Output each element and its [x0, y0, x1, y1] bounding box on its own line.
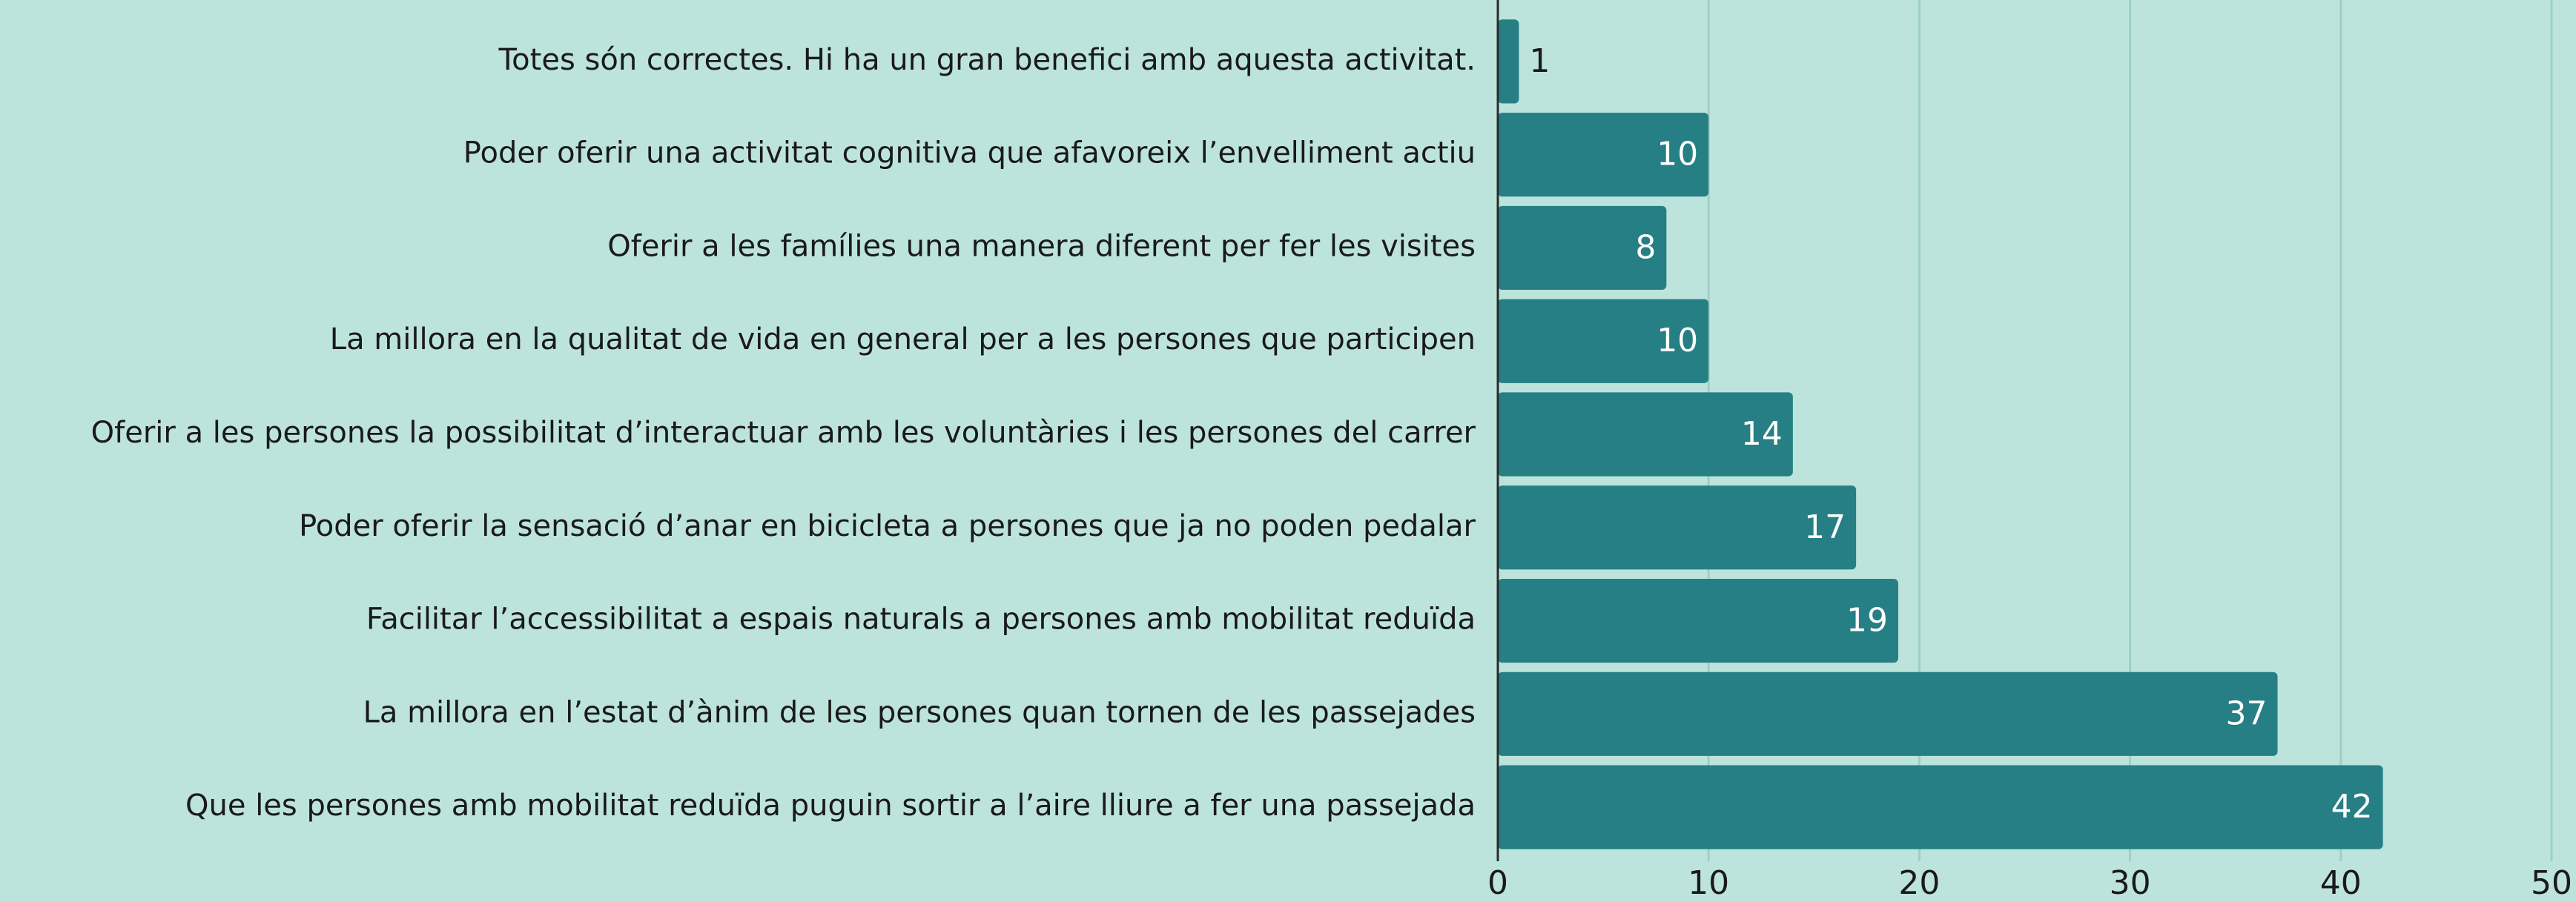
- x-tick-label: 0: [1487, 864, 1508, 902]
- y-tick-label: La millora en la qualitat de vida en gen…: [330, 322, 1476, 357]
- y-tick-label: Totes són correctes. Hi ha un gran benef…: [498, 43, 1476, 77]
- value-label: 1: [1529, 42, 1550, 80]
- y-tick-label: La millora en l’estat d’ànim de les pers…: [363, 695, 1476, 729]
- x-tick-label: 20: [1898, 864, 1940, 902]
- x-tick-label: 50: [2531, 864, 2572, 902]
- y-tick-label: Poder oferir una activitat cognitiva que…: [463, 136, 1476, 170]
- value-label: 14: [1741, 415, 1783, 453]
- x-tick-label: 10: [1688, 864, 1729, 902]
- x-tick-label: 30: [2110, 864, 2151, 902]
- bar: [1498, 765, 2383, 849]
- value-label: 19: [1846, 602, 1888, 640]
- value-label: 10: [1657, 322, 1698, 359]
- bar: [1498, 205, 1667, 291]
- y-tick-label: Oferir a les persones la possibilitat d’…: [91, 416, 1476, 450]
- bar: [1498, 392, 1793, 477]
- value-label: 42: [2331, 788, 2373, 826]
- bar: [1498, 671, 2278, 756]
- value-label: 8: [1635, 228, 1656, 266]
- y-tick-label: Facilitar l’accessibilitat a espais natu…: [366, 603, 1476, 637]
- bar: [1498, 485, 1857, 570]
- y-tick-label: Que les persones amb mobilitat reduïda p…: [185, 789, 1476, 823]
- value-label: 37: [2226, 694, 2268, 732]
- value-label: 10: [1657, 136, 1698, 173]
- bar: [1498, 578, 1898, 663]
- value-label: 17: [1804, 508, 1846, 546]
- y-tick-label: Oferir a les famílies una manera diferen…: [607, 229, 1476, 263]
- bar: [1498, 19, 1519, 104]
- bar: [1498, 299, 1709, 383]
- y-tick-label: Poder oferir la sensació d’anar en bicic…: [299, 509, 1476, 543]
- x-tick-label: 40: [2320, 864, 2362, 902]
- bar: [1498, 113, 1709, 197]
